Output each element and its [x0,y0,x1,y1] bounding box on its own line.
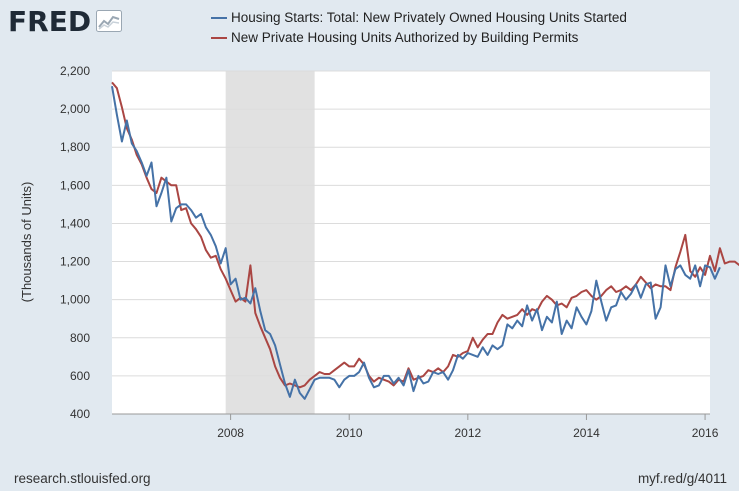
y-tick-label: 1,600 [60,178,90,192]
series-line-housing-starts[interactable] [111,86,721,400]
legend-label-starts: Housing Starts: Total: New Privately Own… [231,10,627,25]
legend-item-starts[interactable]: Housing Starts: Total: New Privately Own… [211,8,627,28]
y-tick-label: 2,000 [60,102,90,116]
short-link[interactable]: myf.red/g/4011 [637,471,727,486]
recession-shading [225,71,315,414]
line-chart-icon [96,10,122,37]
x-tick-label: 2010 [336,426,363,440]
y-tick-label: 2,200 [60,64,90,78]
x-tick-label: 2014 [573,426,600,440]
source-link[interactable]: research.stlouisfed.org [14,471,151,486]
y-tick-label: 600 [70,369,90,383]
y-tick-label: 800 [70,331,90,345]
y-axis-label: (Thousands of Units) [19,182,34,303]
x-tick-label: 2016 [692,426,719,440]
legend: Housing Starts: Total: New Privately Own… [211,8,627,48]
y-tick-label: 1,800 [60,140,90,154]
x-tick-label: 2008 [217,426,244,440]
y-tick-label: 1,400 [60,216,90,230]
legend-label-permits: New Private Housing Units Authorized by … [231,30,579,45]
plot-area [112,71,710,414]
legend-item-permits[interactable]: New Private Housing Units Authorized by … [211,28,627,48]
fred-logo[interactable]: FRED [8,5,92,38]
y-tick-label: 1,200 [60,255,90,269]
y-tick-label: 400 [70,407,90,421]
x-tick-label: 2012 [454,426,481,440]
legend-swatch-permits [211,37,227,39]
y-tick-label: 1,000 [60,293,90,307]
legend-swatch-starts [211,17,227,19]
